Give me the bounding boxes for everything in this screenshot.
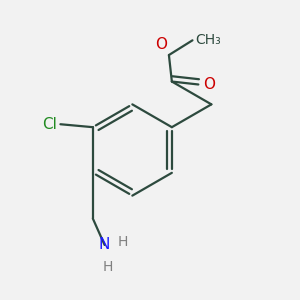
Text: O: O (203, 77, 215, 92)
Text: O: O (155, 37, 167, 52)
Text: CH₃: CH₃ (195, 33, 221, 47)
Text: Cl: Cl (43, 117, 58, 132)
Text: N: N (99, 238, 110, 253)
Text: H: H (118, 235, 128, 249)
Text: H: H (102, 260, 113, 274)
